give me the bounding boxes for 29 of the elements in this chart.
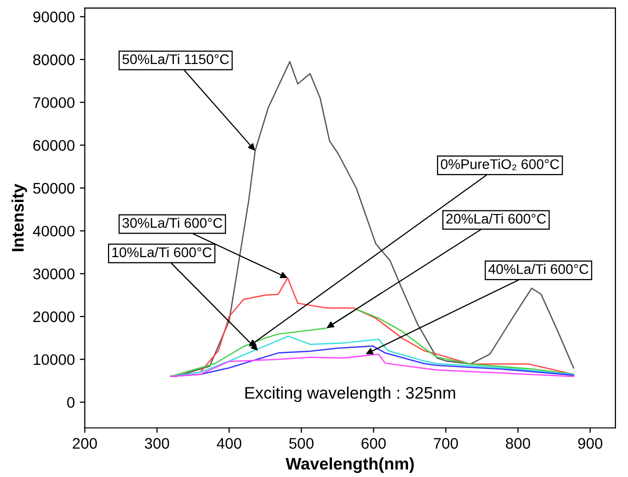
line-series xyxy=(170,336,574,378)
y-tick-label: 20000 xyxy=(33,311,74,322)
y-tick-label: 50000 xyxy=(33,182,74,194)
annotation: Exciting wavelength : 325nm xyxy=(245,386,456,402)
y-axis-title: Intensity xyxy=(11,184,28,252)
annotation: 20%La/Ti 600°C xyxy=(446,213,546,224)
x-tick-label: 400 xyxy=(216,438,242,449)
y-tick-label: 10000 xyxy=(34,354,74,366)
y-tick-label: 60000 xyxy=(33,140,74,151)
x-tick-label: 800 xyxy=(506,438,530,449)
x-tick-label: 600 xyxy=(362,438,386,449)
y-tick-label: 30000 xyxy=(33,268,74,280)
x-tick-label: 700 xyxy=(434,438,458,449)
annotation: 0%PureTiO₂ 600°C xyxy=(440,158,560,170)
line-series xyxy=(170,354,574,378)
annotation: 10%La/Ti 600°C xyxy=(112,247,212,258)
x-tick-label: 900 xyxy=(578,438,602,449)
y-tick-label: 80000 xyxy=(33,54,74,66)
x-tick-label: 500 xyxy=(289,438,314,449)
y-tick-label: 40000 xyxy=(32,226,74,237)
y-tick-label: 90000 xyxy=(33,12,74,22)
annotation: 40%La/Ti 600°C xyxy=(488,264,588,274)
x-axis-title: Wavelength(nm) xyxy=(286,457,414,473)
x-tick-label: 300 xyxy=(144,438,170,449)
annotation: 30%La/Ti 600°C xyxy=(122,218,222,228)
x-tick-label: 200 xyxy=(72,438,97,449)
y-tick-label: 0 xyxy=(67,397,74,408)
annotation: 50%La/Ti 1150°C xyxy=(122,54,229,64)
y-tick-label: 70000 xyxy=(33,97,74,108)
